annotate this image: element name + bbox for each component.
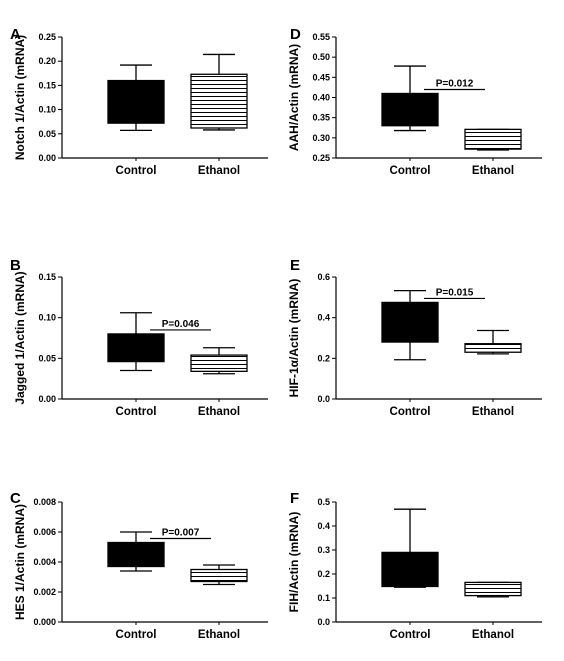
y-tick-label: 0.1 (317, 593, 330, 603)
iqr-box (381, 551, 439, 588)
x-category-label: Control (390, 406, 431, 418)
y-axis-label: HIF-1α/Actin (mRNA) (287, 279, 301, 398)
x-category-label: Control (116, 629, 157, 641)
y-tick-label: 0.20 (38, 56, 56, 66)
y-tick-label: 0.0 (317, 394, 330, 404)
y-tick-label: 0.5 (317, 497, 330, 507)
x-category-label: Ethanol (472, 629, 514, 641)
panel-letter: C (10, 490, 21, 507)
panel-letter: A (10, 26, 21, 43)
y-tick-label: 0.2 (317, 569, 330, 579)
y-axis-label: Notch 1/Actin (mRNA) (13, 35, 27, 160)
iqr-box (190, 73, 248, 129)
x-category-label: Ethanol (472, 165, 514, 177)
y-tick-label: 0.4 (317, 313, 330, 323)
panel-f: F FIH/Actin (mRNA) 0.0 0.1 0.2 0.3 0.4 0.5 Contr… (287, 490, 542, 641)
y-tick-label: 0.6 (317, 272, 330, 282)
box-ethanol (190, 53, 248, 131)
y-tick-label: 0.4 (317, 521, 330, 531)
x-category-label: Ethanol (198, 165, 240, 177)
iqr-box (381, 301, 439, 343)
box-ethanol (464, 581, 522, 598)
y-tick-label: 0.05 (38, 129, 56, 139)
p-value-label: P=0.012 (436, 78, 474, 89)
box-control (107, 64, 165, 132)
iqr-box (464, 343, 522, 353)
p-value-label: P=0.007 (162, 528, 200, 539)
y-tick-label: 0.35 (312, 113, 330, 123)
y-axis-label: FIH/Actin (mRNA) (287, 512, 301, 613)
y-tick-label: 0.004 (33, 557, 56, 567)
p-value-label: P=0.046 (162, 319, 200, 330)
iqr-box (190, 568, 248, 583)
y-tick-label: 0.15 (38, 80, 56, 90)
y-axis-label: AAH/Actin (mRNA) (287, 44, 301, 151)
y-tick-label: 0.000 (33, 617, 56, 627)
y-tick-label: 0.00 (38, 394, 56, 404)
y-tick-label: 0.10 (38, 105, 56, 115)
iqr-box (464, 128, 522, 150)
y-tick-label: 0.00 (38, 153, 56, 163)
y-tick-label: 0.0 (317, 617, 330, 627)
x-category-label: Control (390, 629, 431, 641)
y-tick-label: 0.002 (33, 587, 56, 597)
y-tick-label: 0.05 (38, 353, 56, 363)
x-category-label: Control (116, 406, 157, 418)
y-tick-label: 0.30 (312, 133, 330, 143)
box-ethanol (190, 564, 248, 586)
panel-letter: F (290, 490, 299, 507)
panel-letter: B (10, 257, 21, 274)
y-tick-label: 0.55 (312, 32, 330, 42)
iqr-box (381, 92, 439, 127)
y-axis-label: HES 1/Actin (mRNA) (13, 504, 27, 620)
y-tick-label: 0.008 (33, 497, 56, 507)
y-tick-label: 0.40 (312, 93, 330, 103)
box-control (381, 508, 439, 588)
y-tick-label: 0.2 (317, 353, 330, 363)
y-tick-label: 0.3 (317, 545, 330, 555)
y-tick-label: 0.45 (312, 72, 330, 82)
box-control (107, 531, 165, 572)
y-tick-label: 0.15 (38, 272, 56, 282)
y-tick-label: 0.006 (33, 527, 56, 537)
y-tick-label: 0.50 (312, 52, 330, 62)
y-tick-label: 0.25 (312, 153, 330, 163)
x-category-label: Control (390, 165, 431, 177)
box-ethanol (190, 347, 248, 375)
iqr-box (190, 354, 248, 372)
x-category-label: Ethanol (198, 629, 240, 641)
iqr-box (107, 79, 165, 124)
y-axis-label: Jagged 1/Actin (mRNA) (13, 271, 27, 404)
box-control (381, 65, 439, 132)
y-tick-label: 0.25 (38, 32, 56, 42)
y-tick-label: 0.10 (38, 313, 56, 323)
iqr-box (107, 541, 165, 568)
box-control (107, 312, 165, 372)
panel-e: E HIF-1α/Actin (mRNA) 0.0 0.2 0.4 0.6 Control E… (287, 257, 542, 418)
iqr-box (107, 333, 165, 363)
x-category-label: Control (116, 165, 157, 177)
box-ethanol (464, 329, 522, 355)
x-category-label: Ethanol (198, 406, 240, 418)
box-ethanol (464, 128, 522, 151)
iqr-box (464, 581, 522, 597)
p-value-label: P=0.015 (436, 287, 474, 298)
panel-letter: E (290, 257, 300, 274)
x-category-label: Ethanol (472, 406, 514, 418)
panel-letter: D (290, 26, 301, 43)
box-control (381, 289, 439, 361)
